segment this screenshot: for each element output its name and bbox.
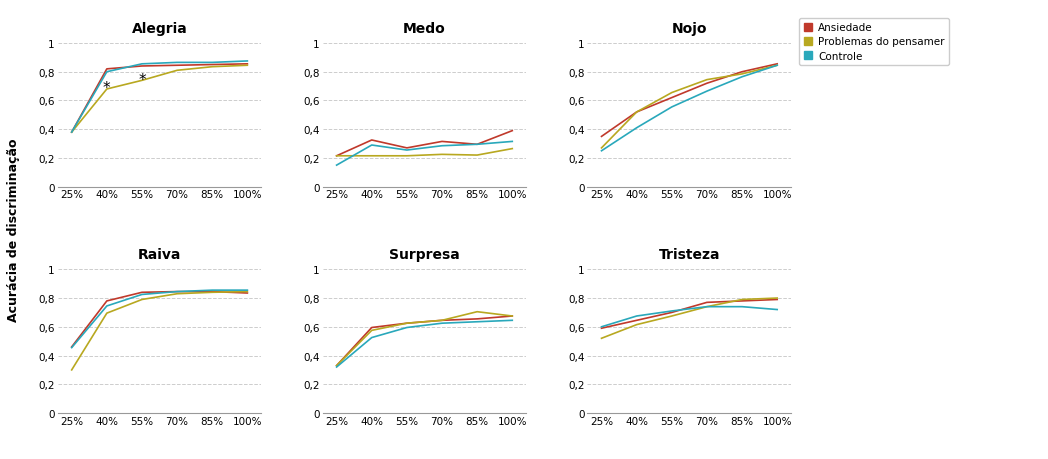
Legend: Ansiedade, Problemas do pensamer, Controle: Ansiedade, Problemas do pensamer, Contro… bbox=[799, 19, 949, 66]
Title: Medo: Medo bbox=[403, 22, 445, 35]
Title: Nojo: Nojo bbox=[672, 22, 707, 35]
Text: *: * bbox=[103, 81, 111, 96]
Title: Surpresa: Surpresa bbox=[389, 247, 460, 261]
Title: Alegria: Alegria bbox=[132, 22, 188, 35]
Text: Acurácia de discriminação: Acurácia de discriminação bbox=[7, 138, 20, 321]
Title: Tristeza: Tristeza bbox=[658, 247, 720, 261]
Text: *: * bbox=[138, 73, 146, 88]
Title: Raiva: Raiva bbox=[138, 247, 181, 261]
